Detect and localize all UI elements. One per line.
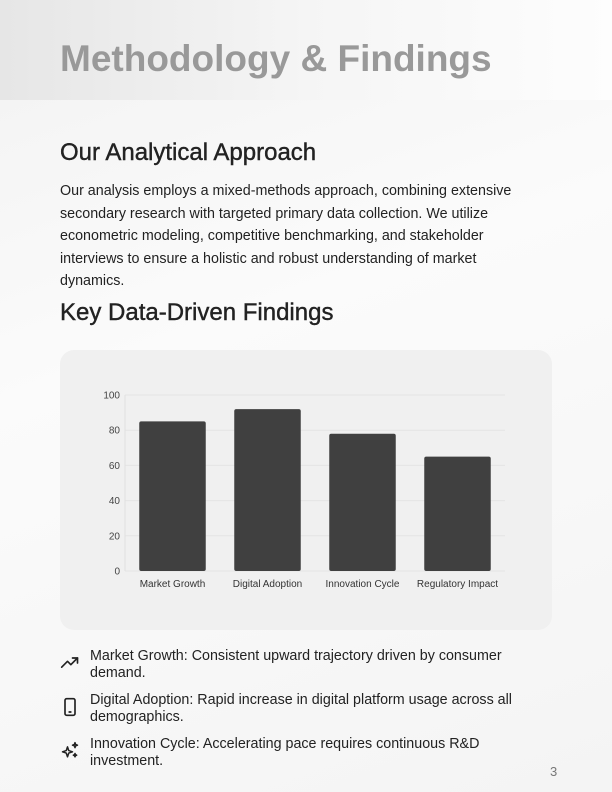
y-tick-label: 100 bbox=[103, 391, 120, 402]
findings-list: Market Growth: Consistent upward traject… bbox=[60, 648, 540, 780]
page-header: Methodology & Findings bbox=[0, 0, 612, 100]
sparkles-icon bbox=[61, 741, 79, 758]
y-tick-label: 20 bbox=[109, 531, 121, 542]
x-tick-label: Digital Adoption bbox=[233, 579, 303, 590]
x-tick-label: Market Growth bbox=[140, 579, 206, 590]
approach-paragraph: Our analysis employs a mixed-methods app… bbox=[60, 183, 512, 289]
bar bbox=[424, 456, 491, 571]
bar-chart: 0 20 40 60 80 100 Market Growth Digital Adoptio… bbox=[60, 350, 552, 630]
bar bbox=[139, 421, 206, 571]
page-title: Methodology & Findings bbox=[60, 38, 492, 79]
x-tick-label: Regulatory Impact bbox=[417, 579, 498, 590]
finding-item: Digital Adoption: Rapid increase in digi… bbox=[60, 692, 540, 726]
section-heading-findings: Key Data-Driven Findings bbox=[60, 299, 334, 326]
finding-item: Innovation Cycle: Accelerating pace requ… bbox=[60, 736, 540, 770]
x-tick-label: Innovation Cycle bbox=[326, 579, 400, 590]
trending-up-icon bbox=[60, 657, 79, 668]
finding-text: Market Growth: Consistent upward traject… bbox=[90, 648, 502, 681]
finding-text: Digital Adoption: Rapid increase in digi… bbox=[90, 692, 512, 725]
y-tick-label: 0 bbox=[114, 567, 120, 578]
bar-chart-svg: 0 20 40 60 80 100 Market Growth Digital Adoptio… bbox=[103, 391, 505, 590]
bar bbox=[234, 409, 301, 571]
y-tick-label: 40 bbox=[109, 496, 121, 507]
y-tick-label: 60 bbox=[109, 461, 121, 472]
bar bbox=[329, 433, 396, 571]
smartphone-icon bbox=[64, 697, 76, 717]
section-heading-approach: Our Analytical Approach bbox=[60, 139, 317, 166]
finding-text: Innovation Cycle: Accelerating pace requ… bbox=[90, 736, 480, 769]
page-number: 3 bbox=[550, 764, 558, 779]
y-tick-label: 80 bbox=[109, 426, 121, 437]
finding-item: Market Growth: Consistent upward traject… bbox=[60, 648, 540, 682]
